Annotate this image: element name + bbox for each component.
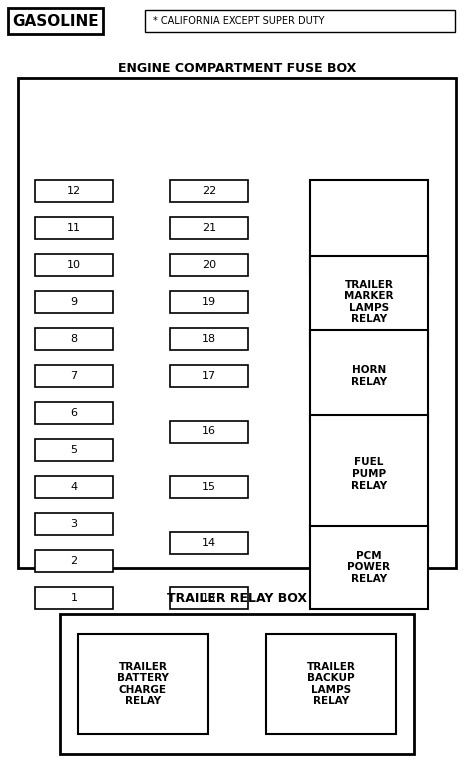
Text: 9: 9 [71,297,78,307]
Bar [310,180,428,274]
Text: 14: 14 [202,537,216,547]
Text: 5: 5 [71,445,78,455]
Bar [170,476,248,498]
Text: 19: 19 [202,297,216,307]
Text: 11: 11 [67,223,81,233]
Bar [35,254,113,276]
Text: PCM
POWER
RELAY: PCM POWER RELAY [347,551,391,584]
Text: 18: 18 [202,334,216,344]
Bar [35,513,113,535]
Bar [170,217,248,239]
Text: 8: 8 [71,334,78,344]
Text: TRAILER RELAY BOX: TRAILER RELAY BOX [167,591,307,604]
Bar [310,256,428,348]
Text: 20: 20 [202,260,216,270]
Bar [35,550,113,572]
Text: 3: 3 [71,519,78,529]
Text: TRAILER
MARKER
LAMPS
RELAY: TRAILER MARKER LAMPS RELAY [344,280,394,325]
Text: TRAILER
BACKUP
LAMPS
RELAY: TRAILER BACKUP LAMPS RELAY [307,662,356,707]
Bar [170,180,248,202]
Text: 1: 1 [71,593,78,603]
Text: 22: 22 [202,186,216,196]
Bar [310,330,428,422]
Text: FUEL
PUMP
RELAY: FUEL PUMP RELAY [351,458,387,491]
Bar [60,614,414,754]
Text: TRAILER
BATTERY
CHARGE
RELAY: TRAILER BATTERY CHARGE RELAY [117,662,169,707]
Bar [170,532,248,553]
Text: * CALIFORNIA EXCEPT SUPER DUTY: * CALIFORNIA EXCEPT SUPER DUTY [153,16,325,26]
Text: GASOLINE: GASOLINE [12,13,99,29]
Bar [145,10,455,32]
Text: ENGINE COMPARTMENT FUSE BOX: ENGINE COMPARTMENT FUSE BOX [118,62,356,74]
Bar [78,634,208,734]
Text: 2: 2 [71,556,78,566]
Bar [170,254,248,276]
Bar [310,415,428,533]
Text: 10: 10 [67,260,81,270]
Text: 12: 12 [67,186,81,196]
Bar [35,291,113,313]
Bar [170,421,248,442]
Bar [35,476,113,498]
Text: 21: 21 [202,223,216,233]
Bar [18,78,456,568]
Text: 13: 13 [202,593,216,603]
Bar [35,328,113,350]
Text: 7: 7 [71,371,78,381]
Text: 16: 16 [202,427,216,437]
Bar [170,328,248,350]
Text: 4: 4 [71,482,78,492]
Bar [170,291,248,313]
Bar [35,402,113,424]
Text: 15: 15 [202,482,216,492]
Text: HORN
RELAY: HORN RELAY [351,365,387,386]
Bar [35,365,113,387]
Text: 17: 17 [202,371,216,381]
Text: 6: 6 [71,408,78,418]
Bar [266,634,396,734]
Bar [35,439,113,461]
Bar [310,526,428,609]
Bar [35,217,113,239]
Bar [170,365,248,387]
Bar [8,8,103,34]
Bar [170,587,248,609]
Bar [35,587,113,609]
Bar [35,180,113,202]
